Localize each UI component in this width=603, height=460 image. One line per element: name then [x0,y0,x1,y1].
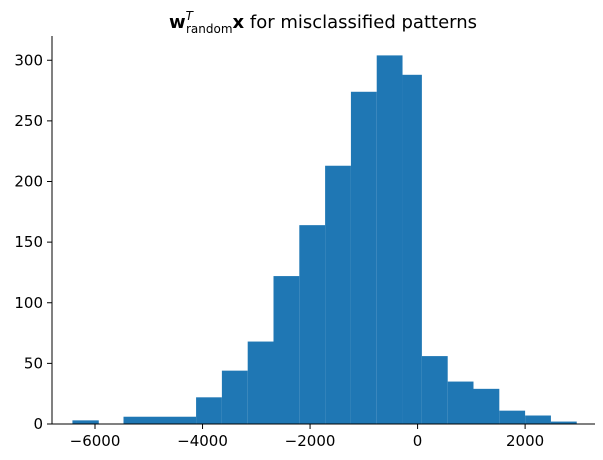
histogram-bar [325,165,351,425]
y-tick-label: 50 [24,354,43,372]
y-tick-label: 0 [33,415,43,433]
title-superscript: T [186,9,195,23]
x-tick-label: −6000 [70,432,121,450]
histogram-bar [421,356,448,424]
histogram-bar [196,397,222,424]
histogram-bar [402,74,422,425]
y-ticks-group: 0 50 100 150 200 250 300 [14,51,52,433]
histogram-bar [499,410,526,424]
histogram-bar [376,55,403,425]
x-ticks-group: −6000 −4000 −2000 0 2000 [70,424,544,450]
histogram-bar [273,276,300,424]
y-tick-label: 200 [14,173,43,191]
chart-title: wT randomx for misclassified patterns [169,9,477,36]
bars-group [72,55,577,425]
histogram-bar [350,91,377,424]
histogram-bar [299,225,326,424]
axes-group [51,36,595,425]
histogram-bar [447,381,474,424]
histogram-bar [550,421,577,424]
histogram-bar [525,415,551,424]
title-subscript: random [186,22,233,36]
histogram-bar [123,416,197,424]
histogram-bar [72,420,99,424]
y-tick-label: 100 [14,294,43,312]
x-tick-label: 0 [413,432,423,450]
histogram-bar [221,370,248,424]
title-w: w [169,12,186,33]
x-tick-label: −4000 [177,432,228,450]
title-x: x [233,12,245,33]
histogram-bar [473,388,500,424]
x-tick-label: 2000 [506,432,544,450]
y-tick-label: 300 [14,51,43,69]
y-tick-label: 150 [14,233,43,251]
x-tick-label: −2000 [285,432,336,450]
y-tick-label: 250 [14,112,43,130]
title-rest: for misclassified patterns [244,12,477,33]
histogram-bar [247,341,274,424]
